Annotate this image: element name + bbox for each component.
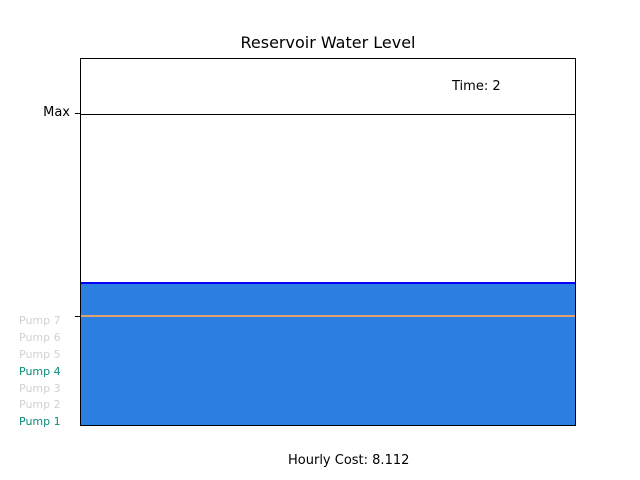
water-level-fill	[81, 282, 575, 425]
pump-label-1: Pump 1	[19, 415, 61, 428]
max-tick-label: Max	[43, 105, 70, 120]
threshold-line	[81, 315, 575, 317]
pump-label-2: Pump 2	[19, 398, 61, 411]
threshold-tick	[75, 316, 80, 317]
pump-label-4: Pump 4	[19, 365, 61, 378]
reservoir-plot-area	[80, 58, 576, 426]
max-tick	[75, 113, 80, 114]
time-label: Time: 2	[452, 79, 501, 94]
max-level-line	[81, 114, 575, 115]
pump-label-5: Pump 5	[19, 348, 61, 361]
pump-label-7: Pump 7	[19, 314, 61, 327]
chart-title: Reservoir Water Level	[240, 33, 416, 52]
pump-label-6: Pump 6	[19, 331, 61, 344]
hourly-cost-label: Hourly Cost: 8.112	[288, 453, 410, 468]
pump-label-3: Pump 3	[19, 382, 61, 395]
